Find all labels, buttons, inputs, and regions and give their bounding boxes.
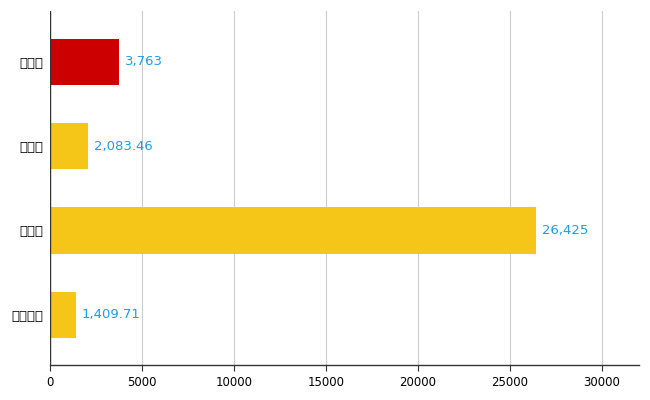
Bar xyxy=(50,123,88,169)
Text: 3,763: 3,763 xyxy=(125,55,162,68)
Bar xyxy=(50,38,120,85)
Text: 2,083.46: 2,083.46 xyxy=(94,140,153,153)
Text: 1,409.71: 1,409.71 xyxy=(81,308,140,321)
Text: 26,425: 26,425 xyxy=(542,224,588,237)
Bar xyxy=(50,292,76,338)
Bar xyxy=(50,207,536,254)
